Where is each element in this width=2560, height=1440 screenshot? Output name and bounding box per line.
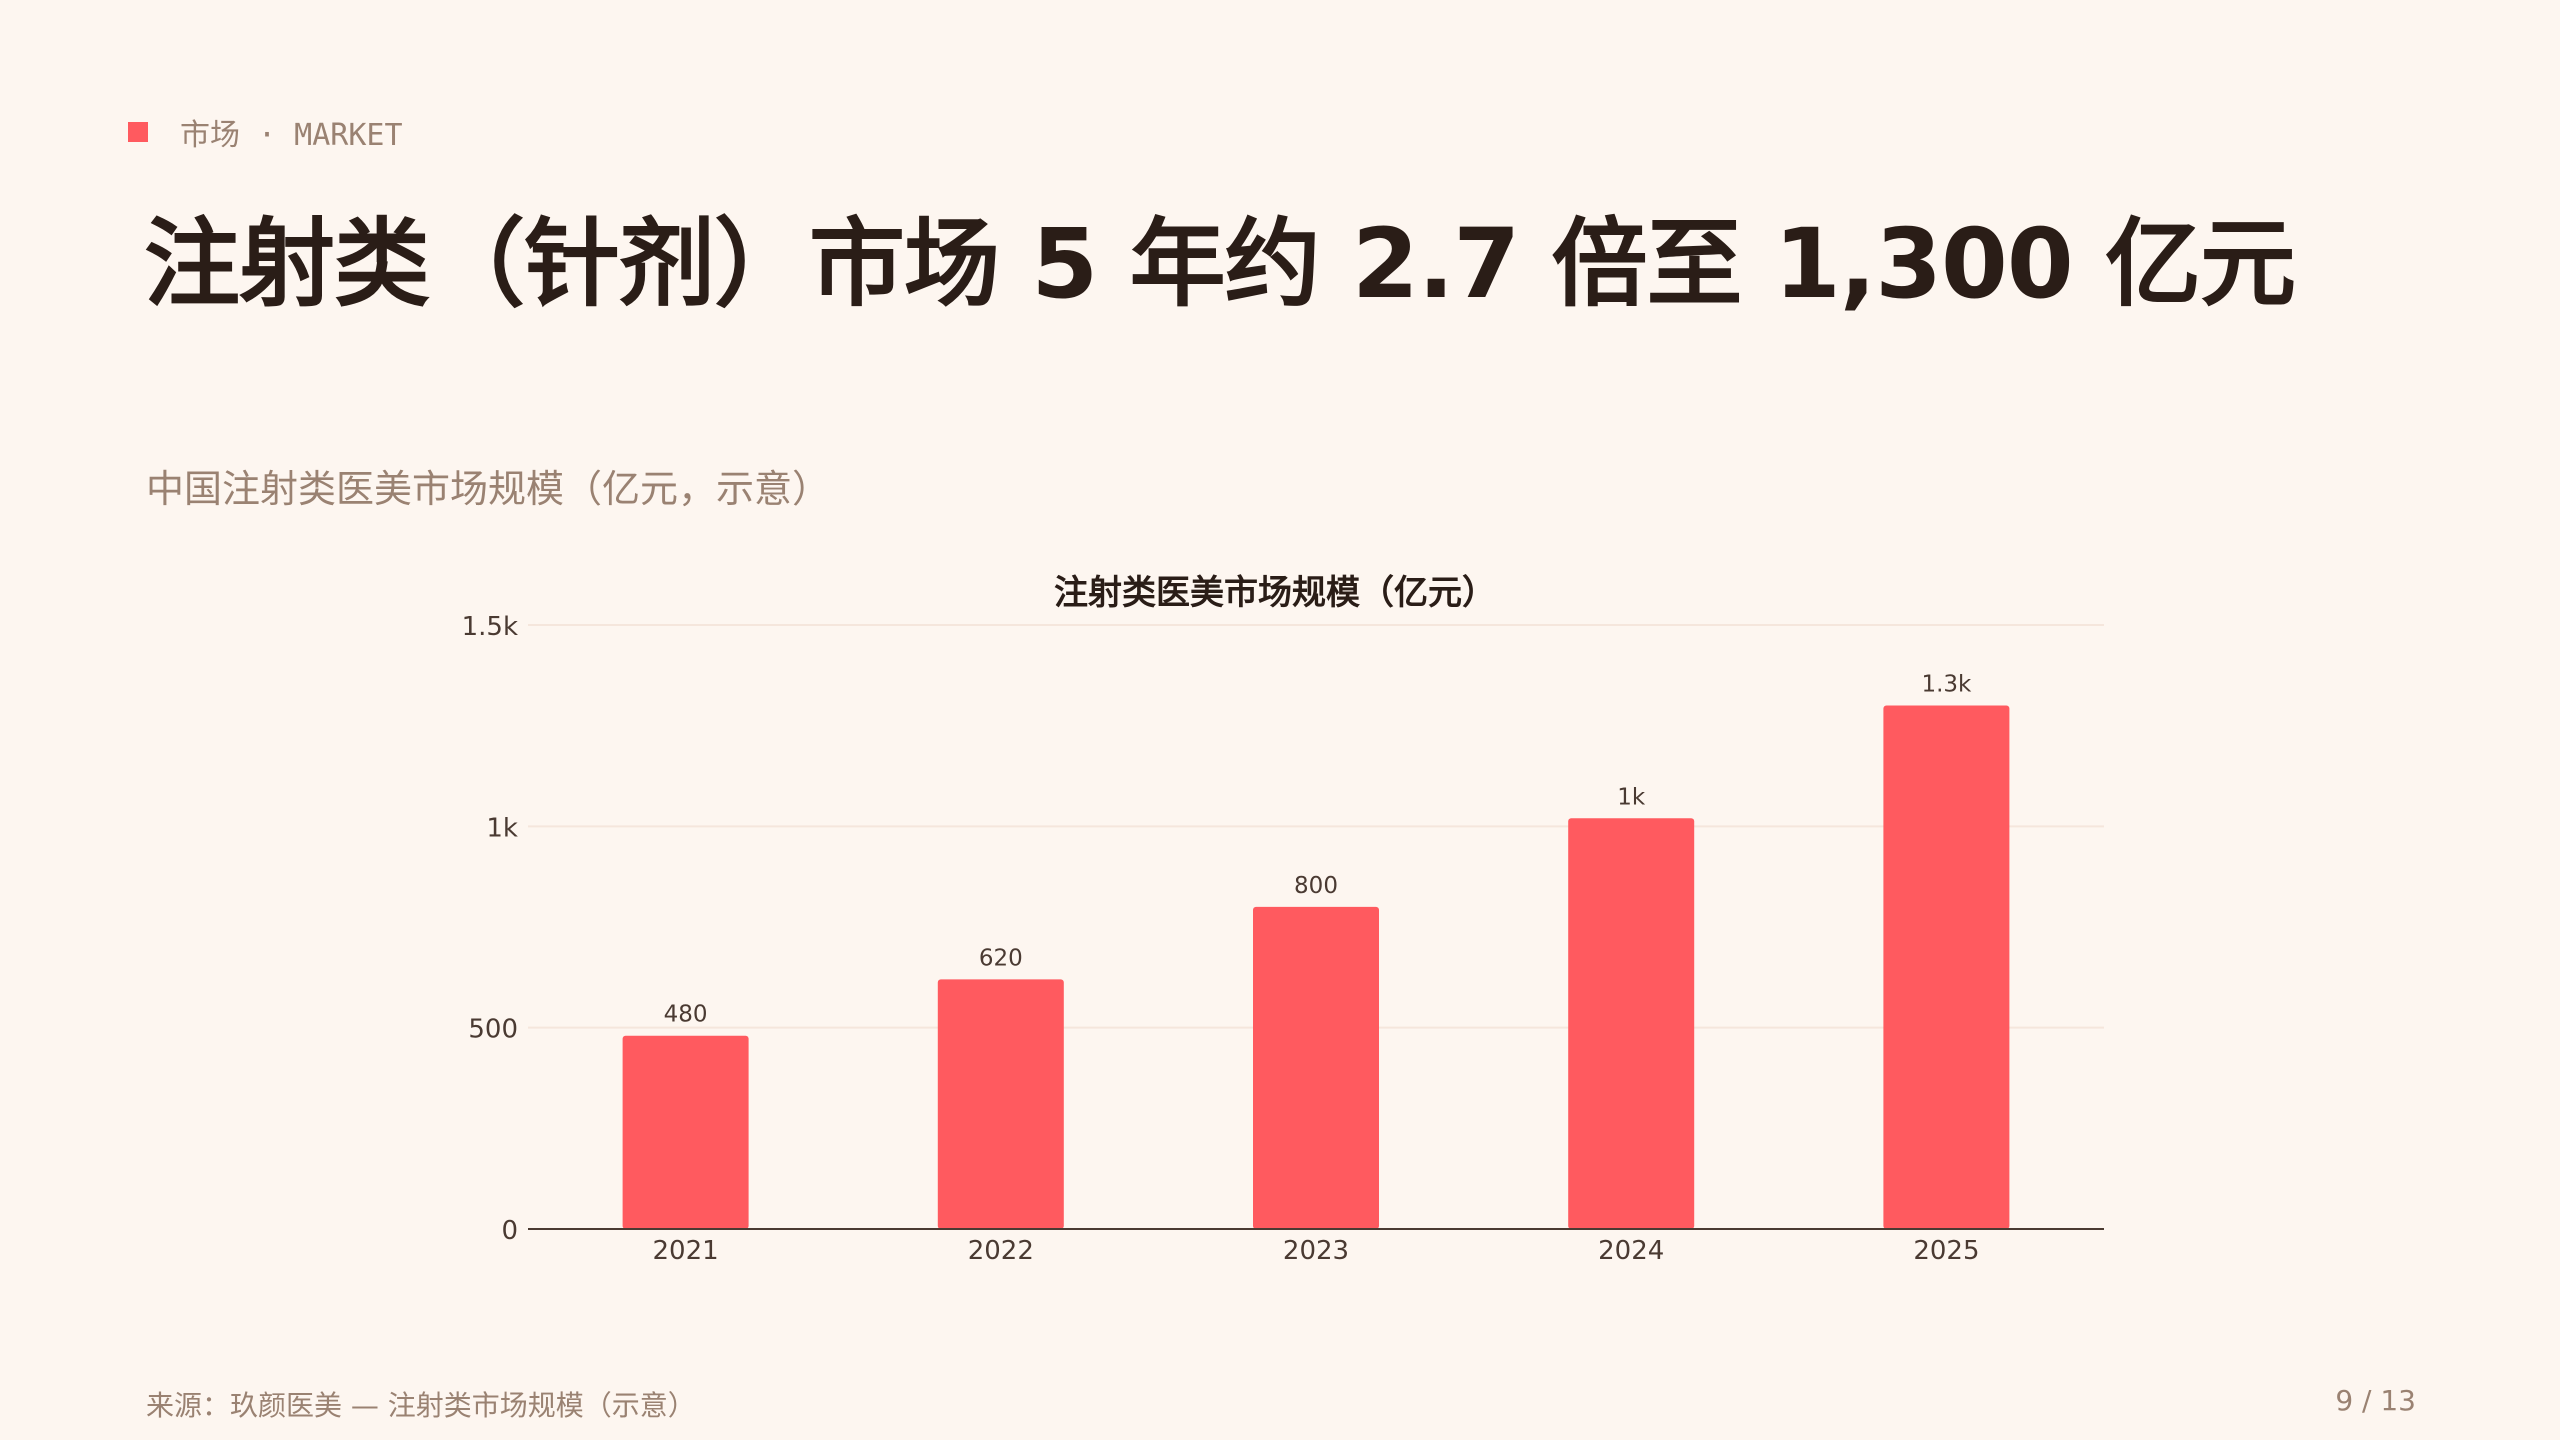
x-tick-label: 2025	[1913, 1236, 1979, 1266]
bar	[622, 1035, 749, 1229]
chart-subtitle: 中国注射类医美市场规模（亿元，示意）	[146, 467, 831, 511]
data-label: 1.3k	[1921, 672, 1972, 698]
bar	[1883, 705, 2010, 1229]
bar	[1253, 906, 1379, 1229]
bar	[1568, 818, 1695, 1229]
data-label: 620	[979, 945, 1023, 971]
x-tick-label: 2021	[653, 1236, 719, 1266]
chart-title: 注射类医美市场规模（亿元）	[1054, 573, 1496, 613]
data-label: 1k	[1617, 784, 1646, 810]
bars: 480 620 800 1k 1.3k	[622, 672, 2010, 1229]
x-tick-label: 2023	[1283, 1236, 1349, 1266]
accent-square-icon	[128, 122, 148, 142]
page-title: 注射类（针剂）市场 5 年约 2.7 倍至 1,300 亿元	[144, 208, 2296, 320]
x-tick-label: 2024	[1598, 1236, 1664, 1266]
section-label: 市场 · MARKET	[180, 118, 403, 153]
page-number: 9 / 13	[2335, 1384, 2416, 1417]
footer-source: 来源：玖颜医美 — 注射类市场规模（示意）	[146, 1389, 696, 1422]
y-tick-label: 1k	[486, 813, 518, 843]
axes: 0 500 1k 1.5k 2021 2022 2023 2024 2025	[462, 612, 2104, 1266]
bar	[937, 979, 1064, 1229]
section-eyebrow: 市场 · MARKET	[128, 110, 403, 154]
data-label: 480	[664, 1002, 708, 1028]
y-tick-label: 0	[501, 1216, 518, 1246]
y-tick-label: 1.5k	[462, 612, 518, 642]
x-tick-label: 2022	[968, 1236, 1034, 1266]
data-label: 800	[1294, 873, 1338, 899]
y-tick-label: 500	[468, 1015, 518, 1045]
